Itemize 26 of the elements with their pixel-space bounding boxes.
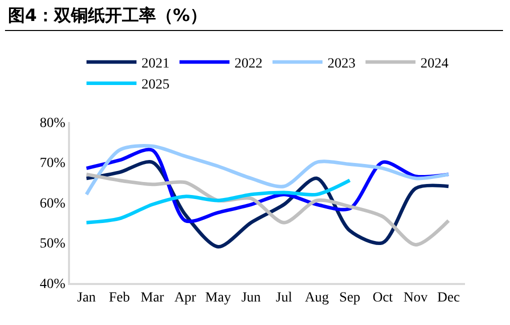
legend-label: 2022 (234, 56, 262, 72)
x-tick-label: Sep (339, 290, 360, 306)
legend-label: 2025 (142, 78, 170, 93)
x-tick-label: Jun (241, 290, 261, 306)
legend-label: 2024 (420, 56, 448, 72)
line-series (84, 172, 450, 247)
x-tick-label: May (205, 290, 231, 306)
x-tick-label: Mar (140, 290, 164, 306)
line-series (84, 178, 352, 224)
legend-label: 2021 (142, 56, 170, 72)
line-series (84, 144, 450, 196)
x-tick-label: Feb (108, 290, 130, 306)
x-tick-label: Jul (276, 290, 292, 306)
x-tick-label: Jan (77, 290, 96, 306)
y-tick-label: 40% (40, 276, 66, 292)
x-tick-label: Aug (304, 290, 329, 306)
x-tick-label: Apr (174, 290, 196, 306)
y-tick-label: 50% (40, 236, 66, 252)
chart-title: 图4：双铜纸开工率（%） (8, 5, 207, 27)
y-tick-label: 60% (40, 196, 66, 212)
y-tick-label: 70% (40, 156, 66, 172)
x-tick-label: Dec (437, 290, 460, 306)
y-tick-label: 80% (40, 116, 66, 131)
legend-label: 2023 (328, 56, 356, 72)
x-tick-label: Nov (404, 290, 428, 306)
x-tick-label: Oct (372, 290, 393, 306)
